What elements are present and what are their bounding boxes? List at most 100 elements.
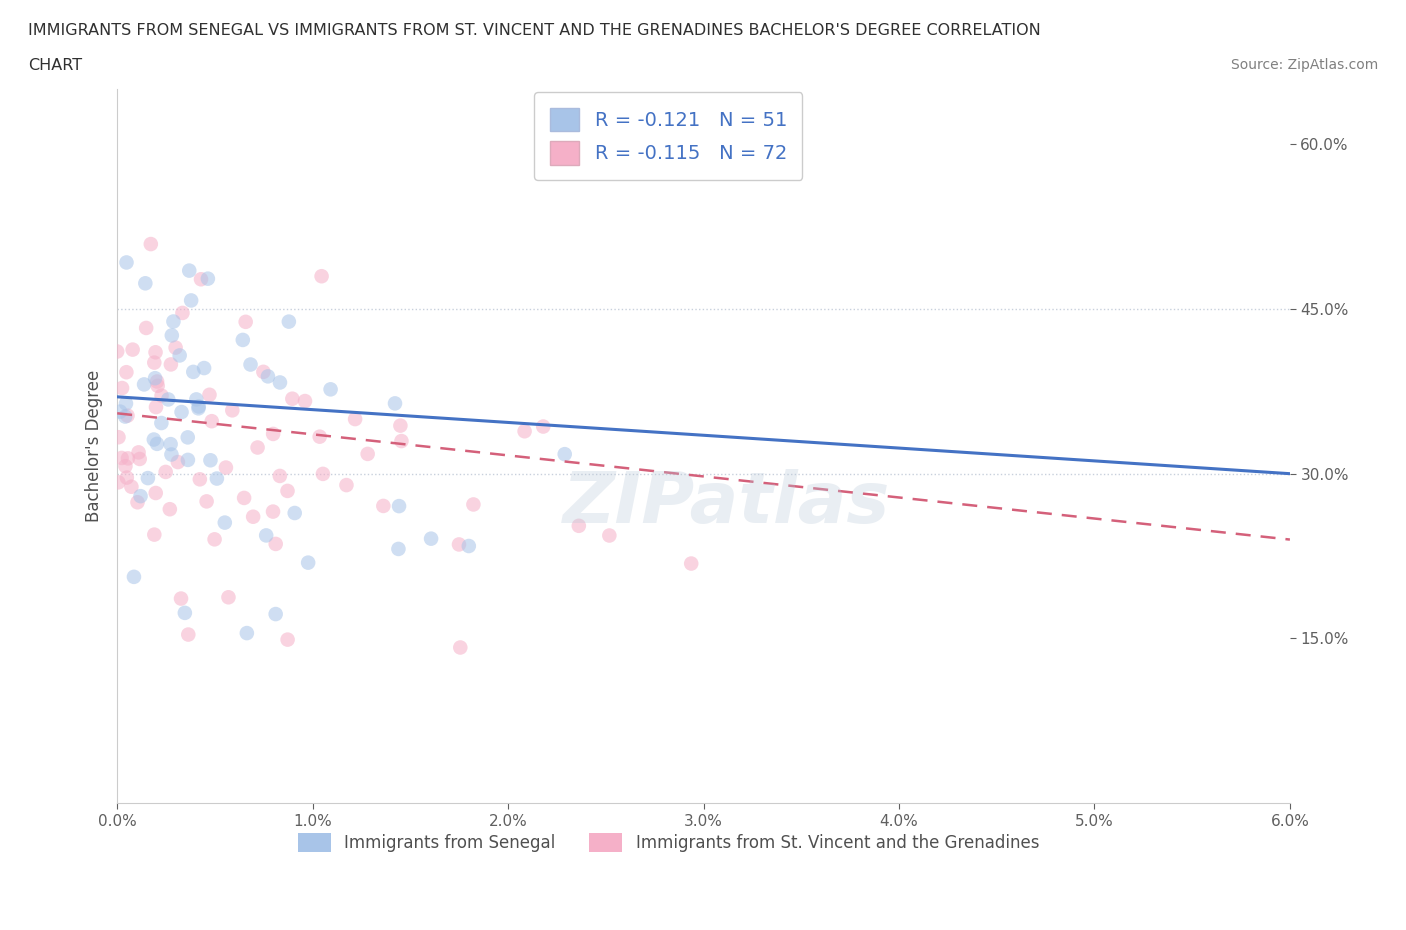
Immigrants from St. Vincent and the Grenadines: [262, 504, 284, 519]
Immigrants from St. Vincent and the Grenadines: [217, 590, 239, 604]
Immigrants from Senegal: [114, 409, 136, 424]
Immigrants from Senegal: [177, 430, 200, 445]
Immigrants from St. Vincent and the Grenadines: [531, 419, 554, 434]
Y-axis label: Bachelor's Degree: Bachelor's Degree: [86, 370, 103, 523]
Text: Source: ZipAtlas.com: Source: ZipAtlas.com: [1230, 58, 1378, 72]
Immigrants from Senegal: [115, 255, 138, 270]
Immigrants from Senegal: [177, 453, 200, 468]
Immigrants from St. Vincent and the Grenadines: [177, 627, 200, 642]
Immigrants from St. Vincent and the Grenadines: [111, 380, 134, 395]
Immigrants from Senegal: [277, 314, 299, 329]
Immigrants from St. Vincent and the Grenadines: [190, 272, 212, 286]
Immigrants from St. Vincent and the Grenadines: [311, 269, 333, 284]
Immigrants from Senegal: [387, 541, 409, 556]
Immigrants from St. Vincent and the Grenadines: [117, 451, 139, 466]
Immigrants from Senegal: [136, 471, 159, 485]
Immigrants from Senegal: [254, 528, 277, 543]
Immigrants from Senegal: [142, 432, 165, 447]
Immigrants from St. Vincent and the Grenadines: [172, 305, 194, 320]
Immigrants from St. Vincent and the Grenadines: [215, 460, 238, 475]
Immigrants from Senegal: [157, 392, 180, 407]
Immigrants from Senegal: [197, 272, 219, 286]
Immigrants from St. Vincent and the Grenadines: [242, 510, 264, 525]
Immigrants from Senegal: [162, 314, 184, 329]
Immigrants from Senegal: [388, 498, 411, 513]
Immigrants from Senegal: [169, 348, 191, 363]
Immigrants from St. Vincent and the Grenadines: [107, 475, 129, 490]
Immigrants from Senegal: [264, 606, 287, 621]
Immigrants from St. Vincent and the Grenadines: [145, 345, 167, 360]
Immigrants from Senegal: [554, 446, 576, 461]
Immigrants from Senegal: [160, 447, 183, 462]
Immigrants from St. Vincent and the Grenadines: [121, 342, 143, 357]
Immigrants from St. Vincent and the Grenadines: [143, 355, 166, 370]
Immigrants from St. Vincent and the Grenadines: [264, 537, 287, 551]
Immigrants from St. Vincent and the Grenadines: [139, 236, 162, 251]
Immigrants from Senegal: [159, 437, 181, 452]
Immigrants from St. Vincent and the Grenadines: [198, 387, 221, 402]
Immigrants from St. Vincent and the Grenadines: [160, 357, 183, 372]
Legend: Immigrants from Senegal, Immigrants from St. Vincent and the Grenadines: Immigrants from Senegal, Immigrants from…: [291, 827, 1046, 859]
Immigrants from St. Vincent and the Grenadines: [115, 365, 138, 379]
Immigrants from Senegal: [150, 416, 173, 431]
Immigrants from St. Vincent and the Grenadines: [127, 495, 149, 510]
Immigrants from St. Vincent and the Grenadines: [391, 433, 413, 448]
Immigrants from St. Vincent and the Grenadines: [233, 490, 256, 505]
Immigrants from St. Vincent and the Grenadines: [167, 455, 190, 470]
Immigrants from St. Vincent and the Grenadines: [145, 400, 167, 415]
Immigrants from Senegal: [132, 377, 155, 392]
Immigrants from St. Vincent and the Grenadines: [170, 591, 193, 606]
Immigrants from Senegal: [269, 375, 291, 390]
Immigrants from St. Vincent and the Grenadines: [447, 537, 470, 551]
Immigrants from St. Vincent and the Grenadines: [105, 344, 128, 359]
Immigrants from Senegal: [170, 405, 193, 419]
Immigrants from Senegal: [420, 531, 443, 546]
Immigrants from St. Vincent and the Grenadines: [145, 485, 167, 500]
Immigrants from St. Vincent and the Grenadines: [117, 408, 139, 423]
Immigrants from St. Vincent and the Grenadines: [277, 632, 299, 647]
Immigrants from Senegal: [108, 405, 131, 419]
Immigrants from Senegal: [134, 276, 156, 291]
Immigrants from St. Vincent and the Grenadines: [195, 494, 218, 509]
Immigrants from St. Vincent and the Grenadines: [246, 440, 269, 455]
Immigrants from Senegal: [122, 569, 145, 584]
Immigrants from Senegal: [160, 328, 183, 343]
Immigrants from St. Vincent and the Grenadines: [252, 365, 274, 379]
Immigrants from Senegal: [187, 399, 209, 414]
Immigrants from St. Vincent and the Grenadines: [281, 392, 304, 406]
Immigrants from St. Vincent and the Grenadines: [165, 340, 187, 355]
Immigrants from Senegal: [457, 538, 479, 553]
Immigrants from St. Vincent and the Grenadines: [150, 388, 173, 403]
Immigrants from St. Vincent and the Grenadines: [294, 393, 316, 408]
Immigrants from St. Vincent and the Grenadines: [128, 445, 150, 459]
Immigrants from St. Vincent and the Grenadines: [262, 427, 284, 442]
Immigrants from St. Vincent and the Grenadines: [463, 497, 485, 512]
Immigrants from Senegal: [384, 396, 406, 411]
Immigrants from St. Vincent and the Grenadines: [146, 374, 169, 389]
Immigrants from Senegal: [319, 382, 342, 397]
Immigrants from St. Vincent and the Grenadines: [276, 484, 298, 498]
Immigrants from St. Vincent and the Grenadines: [221, 403, 243, 418]
Immigrants from St. Vincent and the Grenadines: [568, 518, 591, 533]
Immigrants from Senegal: [236, 626, 259, 641]
Immigrants from St. Vincent and the Grenadines: [308, 430, 330, 445]
Text: CHART: CHART: [28, 58, 82, 73]
Immigrants from Senegal: [205, 472, 228, 486]
Immigrants from Senegal: [232, 333, 254, 348]
Immigrants from St. Vincent and the Grenadines: [201, 414, 224, 429]
Immigrants from Senegal: [257, 369, 280, 384]
Immigrants from St. Vincent and the Grenadines: [335, 478, 357, 493]
Immigrants from Senegal: [115, 396, 138, 411]
Immigrants from Senegal: [129, 488, 152, 503]
Immigrants from St. Vincent and the Grenadines: [146, 379, 169, 393]
Immigrants from St. Vincent and the Grenadines: [107, 430, 129, 445]
Immigrants from Senegal: [173, 605, 195, 620]
Immigrants from St. Vincent and the Grenadines: [159, 502, 181, 517]
Immigrants from St. Vincent and the Grenadines: [204, 532, 226, 547]
Immigrants from St. Vincent and the Grenadines: [269, 469, 291, 484]
Immigrants from St. Vincent and the Grenadines: [115, 471, 138, 485]
Immigrants from St. Vincent and the Grenadines: [120, 479, 142, 494]
Immigrants from Senegal: [181, 365, 204, 379]
Immigrants from St. Vincent and the Grenadines: [389, 418, 412, 433]
Immigrants from St. Vincent and the Grenadines: [356, 446, 378, 461]
